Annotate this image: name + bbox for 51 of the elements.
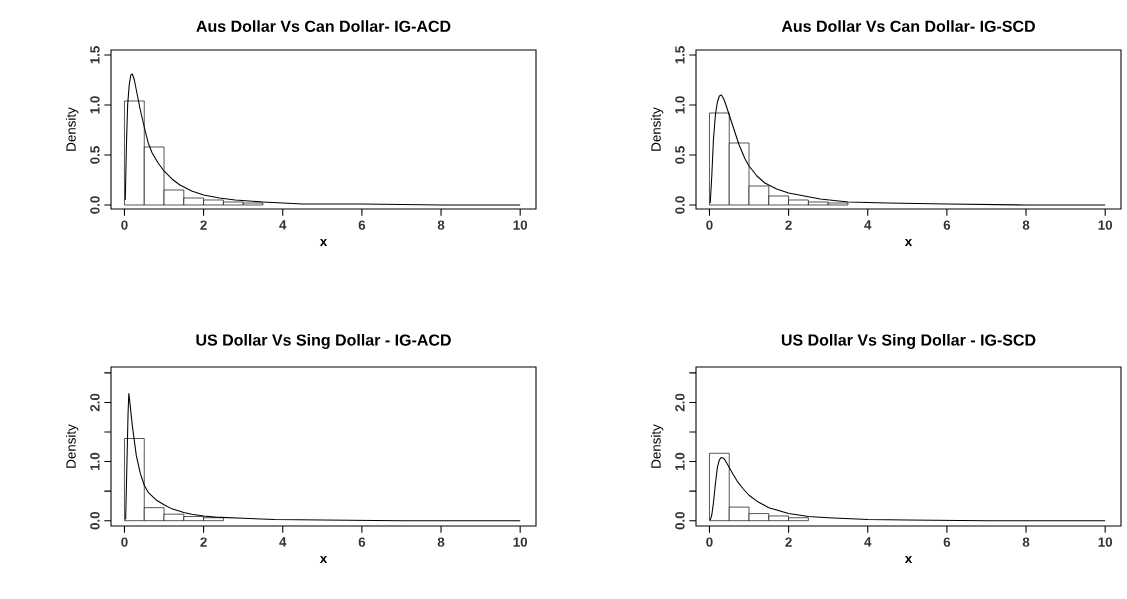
x-tick-label: 2 bbox=[785, 220, 792, 230]
x-tick-label: 0 bbox=[121, 537, 128, 547]
y-axis-title: Density bbox=[65, 107, 79, 151]
x-axis-title: x bbox=[904, 555, 913, 564]
x-tick-label: 6 bbox=[358, 220, 366, 230]
x-tick-label: 4 bbox=[279, 537, 287, 547]
y-tick-label: 2.0 bbox=[90, 393, 100, 412]
chart-title: US Dollar Vs Sing Dollar - IG-SCD bbox=[781, 333, 1036, 349]
x-tick-label: 10 bbox=[1098, 220, 1113, 230]
y-tick-label: 0.0 bbox=[675, 511, 685, 530]
x-tick-label: 0 bbox=[706, 537, 713, 547]
x-tick-label: 4 bbox=[279, 220, 287, 230]
x-axis-title: x bbox=[319, 555, 328, 564]
chart-title: US Dollar Vs Sing Dollar - IG-ACD bbox=[196, 333, 451, 349]
y-tick-label: 0.0 bbox=[90, 511, 100, 530]
x-tick-label: 0 bbox=[706, 220, 713, 230]
y-tick-label: 1.5 bbox=[90, 46, 100, 64]
y-tick-label: 0.5 bbox=[675, 146, 685, 164]
x-axis-title: x bbox=[904, 238, 913, 247]
y-tick-label: 2.0 bbox=[675, 393, 685, 412]
y-tick-label: 1.0 bbox=[675, 452, 685, 470]
x-tick-label: 4 bbox=[864, 537, 872, 547]
chart-title: Aus Dollar Vs Can Dollar- IG-SCD bbox=[781, 20, 1035, 32]
y-axis-title: Density bbox=[650, 107, 664, 151]
y-tick-label: 0.0 bbox=[90, 196, 100, 214]
chart-title: Aus Dollar Vs Can Dollar- IG-ACD bbox=[196, 20, 451, 32]
y-tick-label: 1.0 bbox=[90, 96, 100, 114]
line-series bbox=[124, 73, 521, 206]
x-tick-label: 4 bbox=[864, 220, 872, 230]
x-tick-label: 8 bbox=[1022, 537, 1030, 547]
y-axis-title: Density bbox=[65, 424, 79, 468]
y-axis-title: Density bbox=[650, 424, 664, 468]
y-tick-label: 0.5 bbox=[90, 146, 100, 164]
x-tick-label: 2 bbox=[200, 537, 207, 547]
y-tick-label: 1.0 bbox=[675, 96, 685, 114]
x-axis-title: x bbox=[319, 238, 328, 247]
y-tick-label: 1.5 bbox=[675, 46, 685, 64]
x-tick-label: 8 bbox=[1022, 220, 1030, 230]
x-tick-label: 10 bbox=[513, 537, 528, 547]
x-tick-label: 8 bbox=[437, 537, 445, 547]
y-tick-label: 0.0 bbox=[675, 196, 685, 214]
x-tick-label: 6 bbox=[943, 537, 951, 547]
x-tick-label: 10 bbox=[513, 220, 528, 230]
x-tick-label: 10 bbox=[1098, 537, 1113, 547]
y-tick-label: 1.0 bbox=[90, 452, 100, 470]
x-tick-label: 2 bbox=[785, 537, 792, 547]
x-tick-label: 6 bbox=[943, 220, 951, 230]
x-tick-label: 0 bbox=[121, 220, 128, 230]
x-tick-label: 8 bbox=[437, 220, 445, 230]
x-tick-label: 2 bbox=[200, 220, 207, 230]
x-tick-label: 6 bbox=[358, 537, 366, 547]
